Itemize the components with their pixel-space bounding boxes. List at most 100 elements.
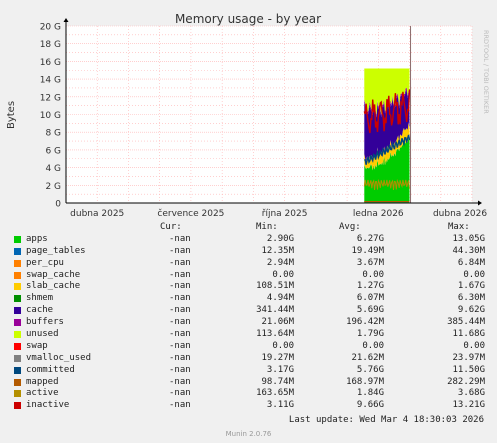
y-tick-label: 16 G (40, 58, 61, 68)
legend-swatch (14, 402, 21, 410)
legend-min: 2.94M (266, 257, 294, 268)
legend-series-name: vmalloc_used (26, 352, 92, 363)
legend-row-per_cpu: per_cpu -nan 2.94M 3.67M 6.84M (12, 258, 485, 270)
legend-min: 19.27M (261, 352, 294, 363)
legend-max: 282.29M (447, 376, 485, 387)
area-buffers (364, 87, 410, 118)
legend-min: 3.17G (266, 364, 294, 375)
legend-swatch (14, 271, 21, 279)
x-axis-arrow (478, 200, 482, 206)
legend-max: 0.00 (463, 269, 485, 280)
legend-max: 0.00 (463, 340, 485, 351)
x-tick-label: dubna 2026 (433, 209, 487, 219)
legend-series-name: swap (26, 340, 48, 351)
legend-avg: 5.69G (356, 305, 384, 316)
legend-cur: -nan (169, 376, 191, 387)
legend-row-inactive: inactive -nan 3.11G 9.66G 13.21G (12, 400, 485, 412)
legend-avg: 6.07M (356, 293, 384, 304)
legend-header: Cur: Min: Avg: Max: (12, 222, 485, 234)
legend-avg: 0.00 (362, 269, 384, 280)
line-inactive (363, 89, 411, 134)
legend-min: 98.74M (261, 376, 294, 387)
legend-cur: -nan (169, 305, 191, 316)
legend-row-slab_cache: slab_cache -nan 108.51M 1.27G 1.67G (12, 281, 485, 293)
line-committed (364, 134, 411, 165)
legend-row-shmem: shmem -nan 4.94M 6.07M 6.30M (12, 293, 485, 305)
y-tick-label: 18 G (40, 40, 61, 50)
legend-header-max: Max: (448, 222, 470, 232)
legend-max: 6.30M (457, 293, 485, 304)
y-tick-label: 6 G (45, 146, 61, 156)
legend-cur: -nan (169, 352, 191, 363)
y-tick-label: 14 G (40, 76, 61, 86)
munin-version: Munin 2.0.76 (225, 430, 272, 438)
legend-max: 385.44M (447, 317, 485, 328)
legend-swatch (14, 319, 21, 327)
legend-swatch (14, 259, 21, 267)
legend-series-name: active (26, 388, 59, 399)
legend-header-avg: Avg: (339, 222, 361, 232)
legend-cur: -nan (169, 340, 191, 351)
legend-min: 3.11G (266, 400, 294, 411)
legend-swatch (14, 307, 21, 315)
last-update-text: Last update: Wed Mar 4 18:30:03 2026 (288, 415, 484, 425)
legend-row-vmalloc_used: vmalloc_used -nan 19.27M 21.62M 23.97M (12, 353, 485, 365)
y-tick-label: 2 G (45, 182, 61, 192)
legend-series-name: shmem (26, 293, 54, 304)
legend-avg: 1.84G (356, 388, 384, 399)
legend-series-name: page_tables (26, 245, 86, 256)
legend-cur: -nan (169, 233, 191, 244)
legend-series-name: slab_cache (26, 281, 81, 292)
legend-row-swap_cache: swap_cache -nan 0.00 0.00 0.00 (12, 270, 485, 282)
y-tick-label: 12 G (40, 93, 61, 103)
x-tick-label: října 2025 (262, 209, 308, 219)
line-active (363, 178, 410, 191)
legend-min: 0.00 (272, 340, 294, 351)
legend-series-name: buffers (26, 317, 64, 328)
legend-max: 13.21G (452, 400, 485, 411)
y-tick-label: 20 G (40, 23, 61, 33)
legend-max: 11.68G (452, 329, 485, 340)
legend-row-swap: swap -nan 0.00 0.00 0.00 (12, 341, 485, 353)
legend-row-committed: committed -nan 3.17G 5.76G 11.50G (12, 365, 485, 377)
area-apps (364, 136, 410, 203)
legend-cur: -nan (169, 364, 191, 375)
legend-min: 12.35M (261, 245, 294, 256)
y-axis-arrow (63, 18, 69, 22)
legend-row-unused: unused -nan 113.64M 1.79G 11.68G (12, 329, 485, 341)
legend-row-buffers: buffers -nan 21.06M 196.42M 385.44M (12, 317, 485, 329)
legend-cur: -nan (169, 281, 191, 292)
legend-min: 163.65M (256, 388, 294, 399)
legend-row-mapped: mapped -nan 98.74M 168.97M 282.29M (12, 377, 485, 389)
legend-swatch (14, 378, 21, 386)
legend-header-cur: Cur: (160, 222, 182, 232)
legend-max: 13.05G (452, 233, 485, 244)
legend-swatch (14, 390, 21, 398)
legend-max: 1.67G (457, 281, 485, 292)
legend-series-name: mapped (26, 376, 59, 387)
legend-cur: -nan (169, 293, 191, 304)
y-axis-label: Bytes (6, 101, 17, 129)
legend-cur: -nan (169, 269, 191, 280)
x-tick-label: ledna 2026 (353, 209, 404, 219)
legend-max: 44.30M (452, 245, 485, 256)
legend-row-page_tables: page_tables -nan 12.35M 19.49M 44.30M (12, 246, 485, 258)
legend-cur: -nan (169, 245, 191, 256)
legend-row-cache: cache -nan 341.44M 5.69G 9.62G (12, 305, 485, 317)
axes (63, 18, 482, 206)
legend-header-min: Min: (256, 222, 278, 232)
legend-series-name: swap_cache (26, 269, 81, 280)
legend-max: 3.68G (457, 388, 485, 399)
legend-max: 9.62G (457, 305, 485, 316)
y-tick-label: 0 (55, 200, 61, 210)
legend-rows: apps -nan 2.90G 6.27G 13.05G page_tables -nan 1… (12, 234, 485, 412)
legend-cur: -nan (169, 317, 191, 328)
legend-min: 0.00 (272, 269, 294, 280)
legend-row-apps: apps -nan 2.90G 6.27G 13.05G (12, 234, 485, 246)
legend-min: 341.44M (256, 305, 294, 316)
legend-series-name: per_cpu (26, 257, 64, 268)
legend-avg: 0.00 (362, 340, 384, 351)
legend-min: 4.94M (266, 293, 294, 304)
legend-cur: -nan (169, 257, 191, 268)
legend-avg: 196.42M (346, 317, 384, 328)
